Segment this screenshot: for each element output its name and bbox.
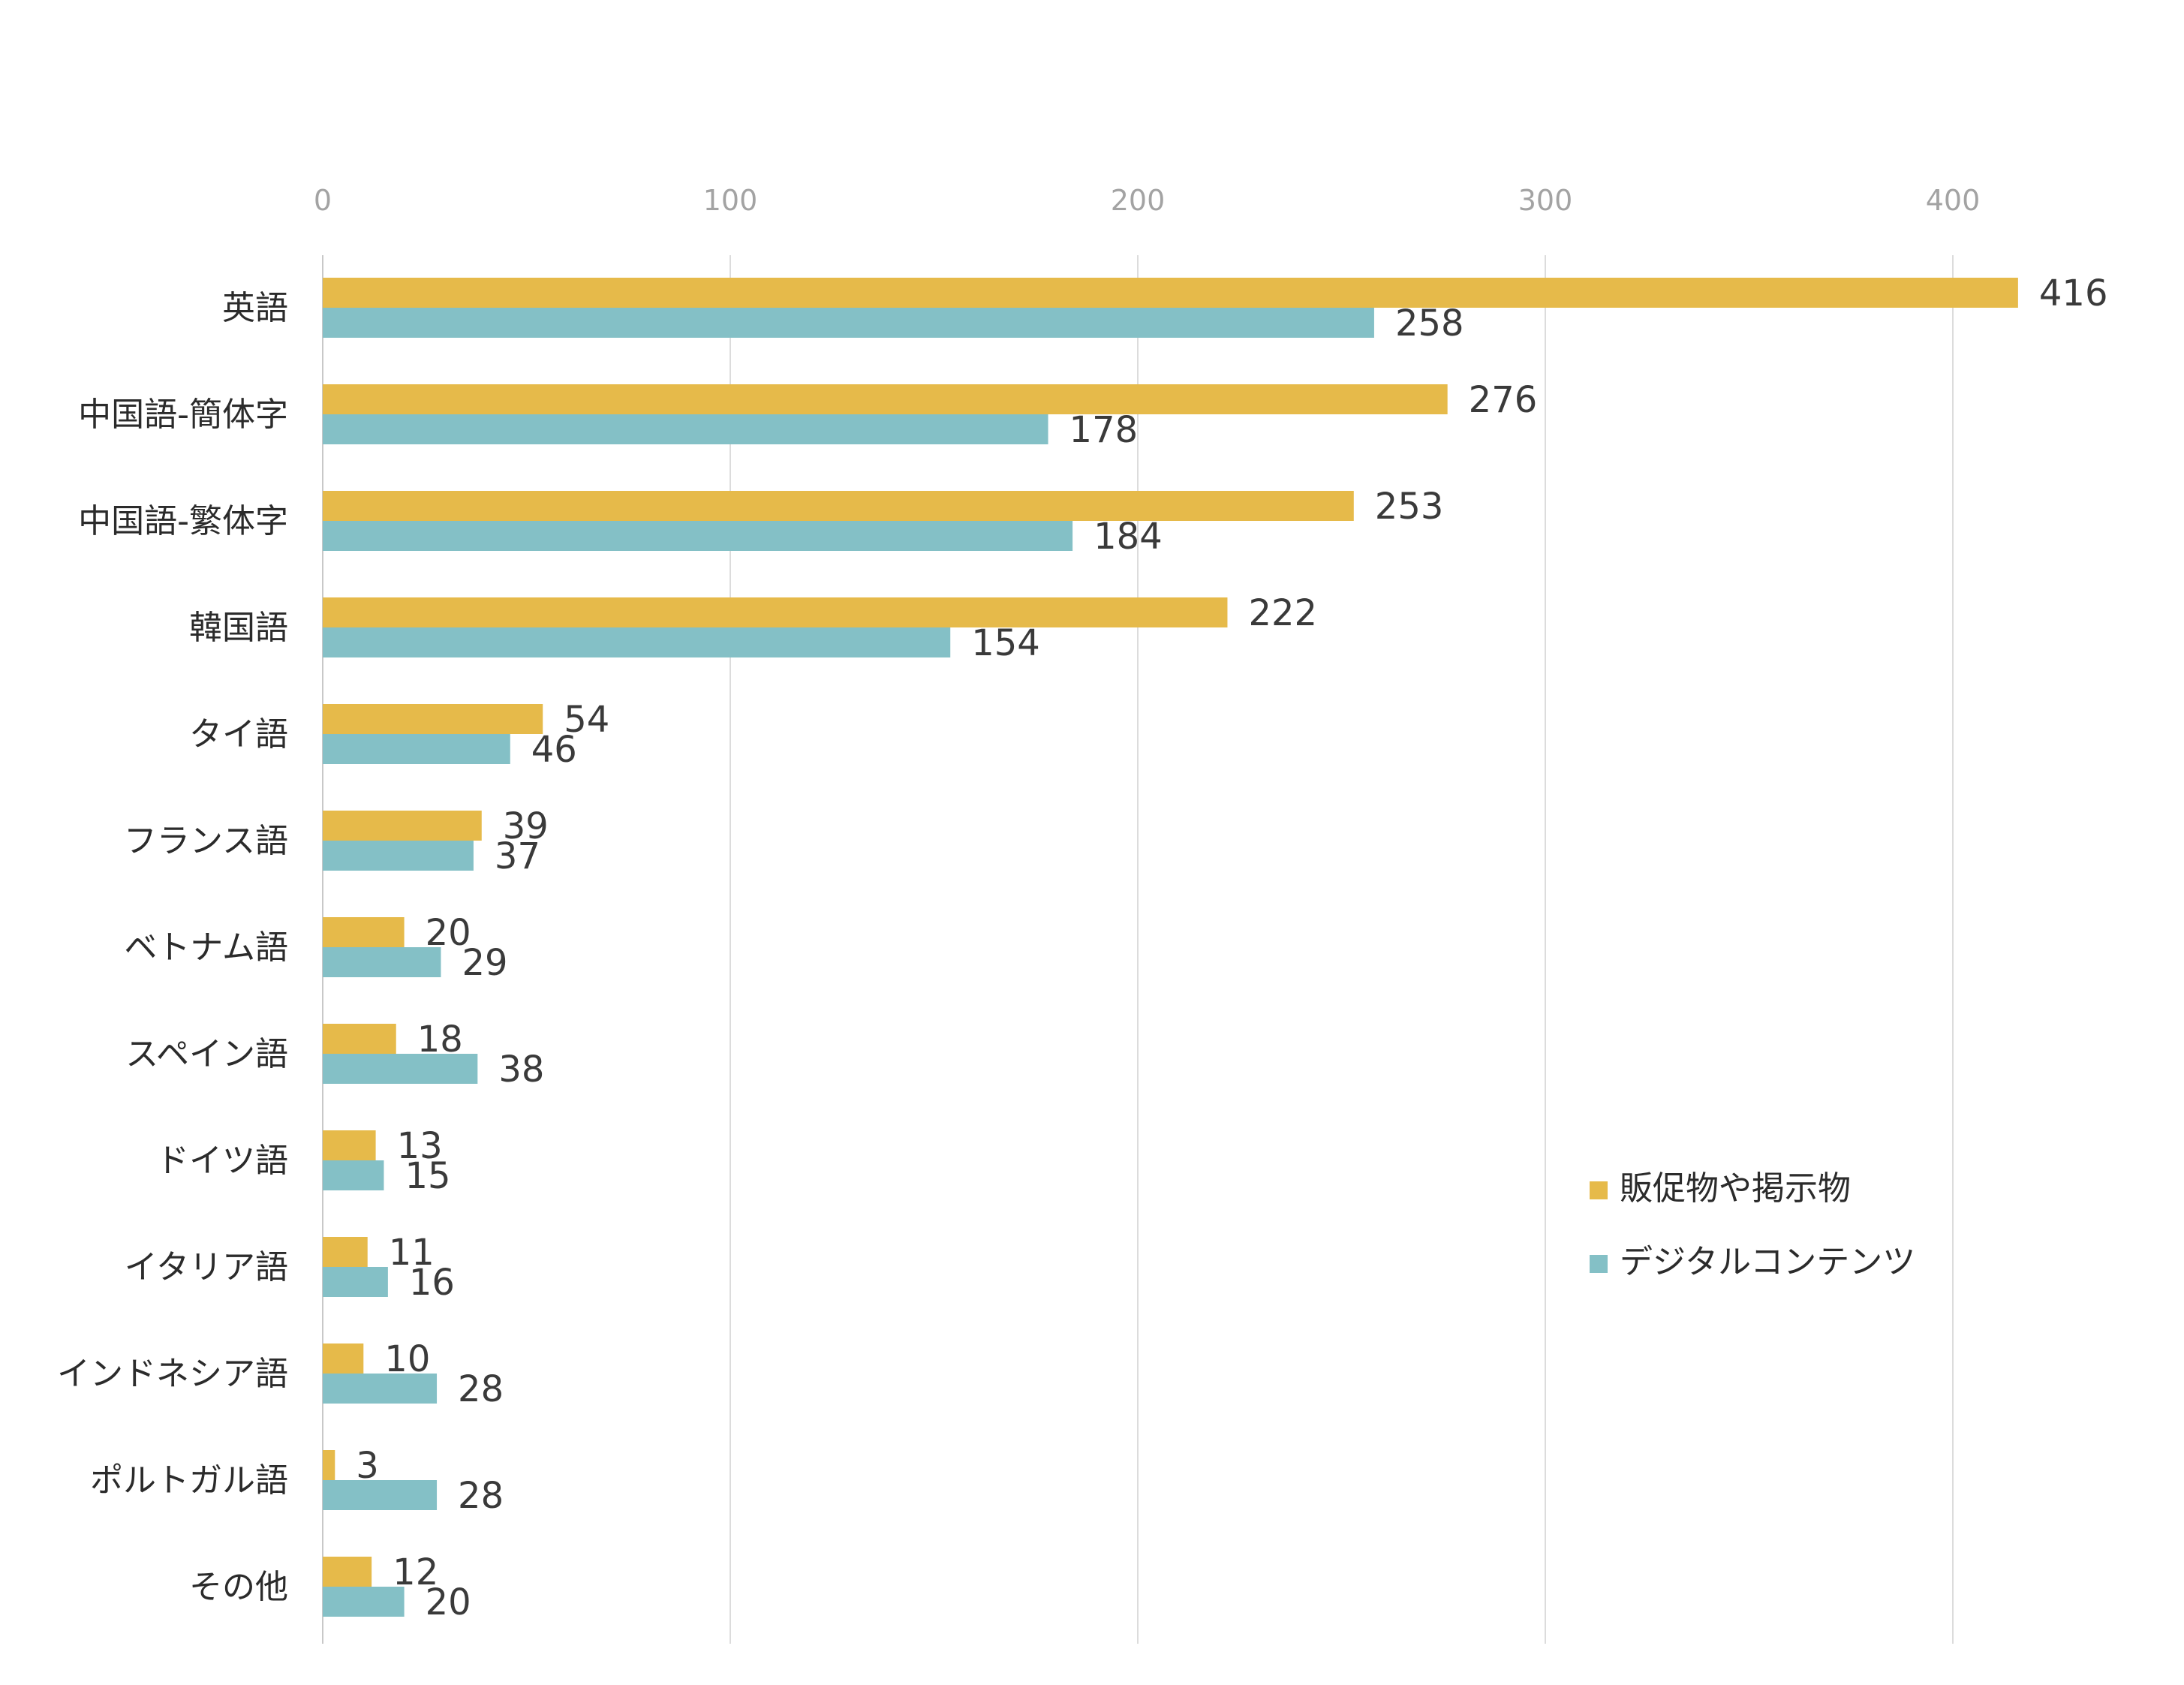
legend-swatch: [1590, 1181, 1608, 1199]
bar-digital: [323, 521, 1073, 551]
category-label: ドイツ語: [156, 1142, 288, 1180]
category-label: 韓国語: [189, 609, 288, 647]
category-label: フランス語: [124, 822, 288, 860]
data-label: 253: [1375, 486, 1444, 528]
data-label: 29: [462, 942, 507, 984]
category-label: 中国語-簡体字: [78, 396, 288, 434]
data-label: 28: [458, 1475, 504, 1517]
bar-promo: [323, 811, 482, 841]
data-label: 28: [458, 1368, 504, 1410]
data-label: 3: [356, 1445, 379, 1487]
x-tick-label: 200: [1111, 184, 1166, 217]
bar-digital: [323, 1587, 405, 1617]
bar-promo: [323, 278, 2018, 308]
bar-digital: [323, 1480, 438, 1510]
data-label: 38: [498, 1049, 544, 1091]
data-label: 416: [2039, 272, 2108, 314]
category-labels-layer: 英語中国語-簡体字中国語-繁体字韓国語タイ語フランス語ベトナム語スペイン語ドイツ…: [57, 289, 288, 1606]
data-label: 16: [409, 1262, 455, 1304]
data-label: 13: [397, 1125, 443, 1167]
bar-promo: [323, 1237, 368, 1267]
data-labels-layer: 4162582761782531842221545446393720291838…: [356, 272, 2107, 1623]
bar-promo: [323, 491, 1354, 521]
category-label: イタリア語: [125, 1248, 288, 1286]
data-label: 54: [564, 699, 609, 741]
bar-digital: [323, 1054, 478, 1084]
x-tick-label: 100: [703, 184, 758, 217]
bar-promo: [323, 1024, 396, 1054]
bars-layer: [323, 278, 2018, 1617]
bar-promo: [323, 917, 405, 947]
legend-label: デジタルコンテンツ: [1620, 1243, 1915, 1281]
category-label: タイ語: [189, 715, 288, 754]
category-label: 中国語-繁体字: [78, 502, 288, 540]
bar-promo: [323, 704, 543, 734]
bar-promo: [323, 597, 1228, 627]
data-label: 258: [1395, 302, 1464, 345]
data-label: 15: [405, 1155, 450, 1197]
data-label: 178: [1069, 409, 1139, 451]
x-tick-label: 300: [1518, 184, 1573, 217]
bar-digital: [323, 414, 1048, 444]
bar-digital: [323, 627, 951, 657]
bar-promo: [323, 1343, 364, 1374]
bar-digital: [323, 734, 510, 764]
data-label: 20: [426, 912, 471, 954]
category-label: 英語: [222, 289, 288, 327]
category-label: ポルトガル語: [90, 1461, 288, 1500]
bar-digital: [323, 1374, 438, 1404]
category-label: その他: [189, 1568, 288, 1606]
data-label: 37: [495, 835, 540, 877]
category-label: スペイン語: [125, 1035, 288, 1073]
x-axis-ticks: 0 100 200 300 400: [314, 184, 1980, 217]
x-tick-label: 0: [314, 184, 332, 217]
data-label: 12: [393, 1551, 438, 1593]
data-label: 39: [503, 805, 549, 847]
category-label: インドネシア語: [57, 1355, 288, 1393]
x-tick-label: 400: [1926, 184, 1981, 217]
bar-promo: [323, 384, 1448, 414]
data-label: 46: [531, 729, 577, 771]
legend-swatch: [1590, 1255, 1608, 1273]
bar-digital: [323, 947, 441, 977]
data-label: 11: [389, 1232, 435, 1274]
data-label: 20: [426, 1581, 471, 1623]
data-label: 184: [1094, 516, 1163, 558]
data-label: 18: [417, 1019, 463, 1061]
category-label: ベトナム語: [124, 928, 288, 967]
bar-digital: [323, 1267, 388, 1297]
bar-digital: [323, 1160, 384, 1190]
data-label: 222: [1248, 592, 1317, 634]
data-label: 276: [1469, 379, 1538, 421]
data-label: 10: [384, 1338, 430, 1380]
data-label: 154: [971, 622, 1040, 664]
grid-layer: [322, 255, 1954, 1644]
bar-digital: [323, 308, 1374, 338]
bar-digital: [323, 841, 474, 871]
bar-promo: [323, 1130, 376, 1160]
legend-label: 販促物や掲示物: [1620, 1169, 1851, 1208]
bar-promo: [323, 1557, 372, 1587]
bar-promo: [323, 1450, 335, 1480]
